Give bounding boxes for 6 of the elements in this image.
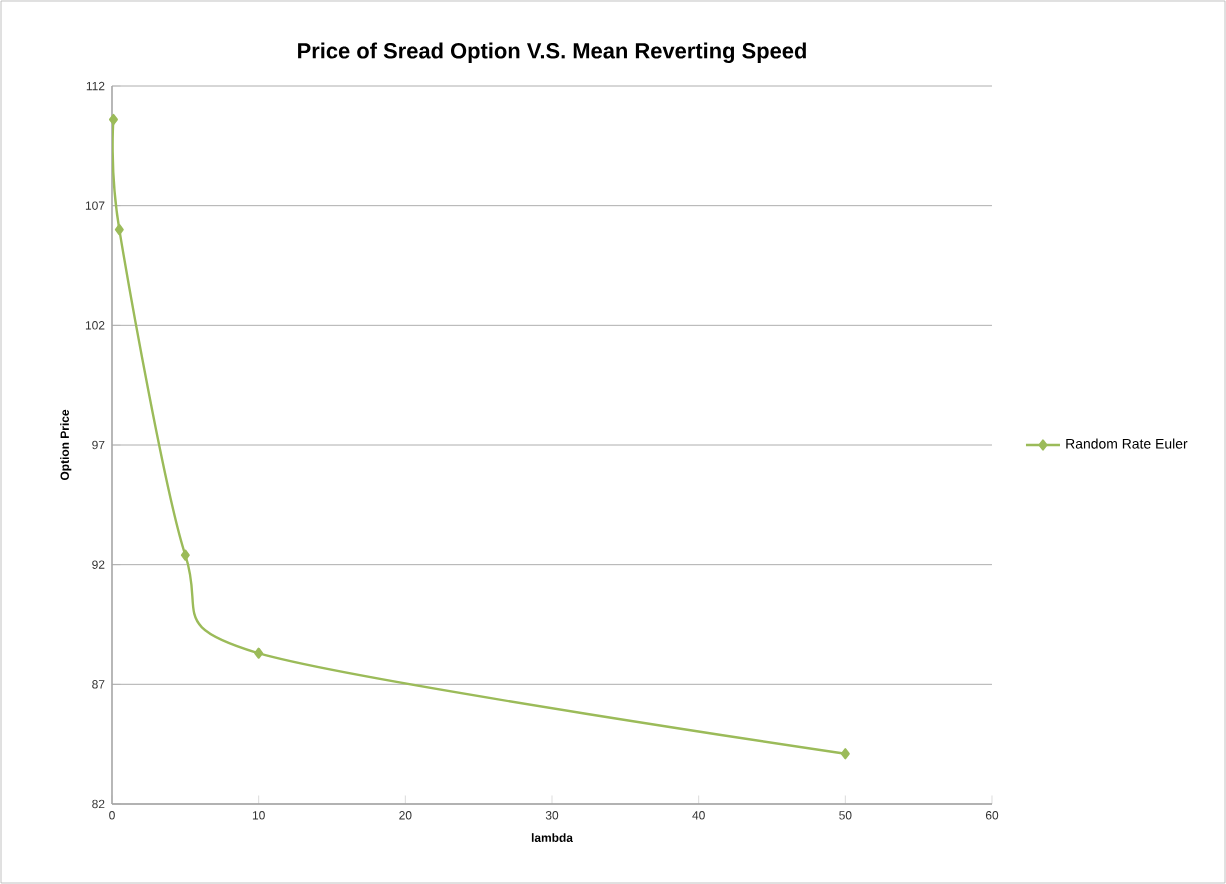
point	[840, 748, 850, 760]
point	[108, 113, 118, 126]
point	[114, 224, 124, 236]
chart-title: Price of Sread Option V.S. Mean Reverting Speed	[298, 42, 806, 64]
point	[254, 647, 264, 659]
point	[180, 549, 190, 561]
